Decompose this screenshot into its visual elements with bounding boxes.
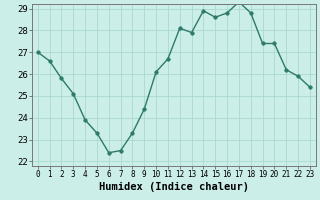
X-axis label: Humidex (Indice chaleur): Humidex (Indice chaleur) [99,182,249,192]
